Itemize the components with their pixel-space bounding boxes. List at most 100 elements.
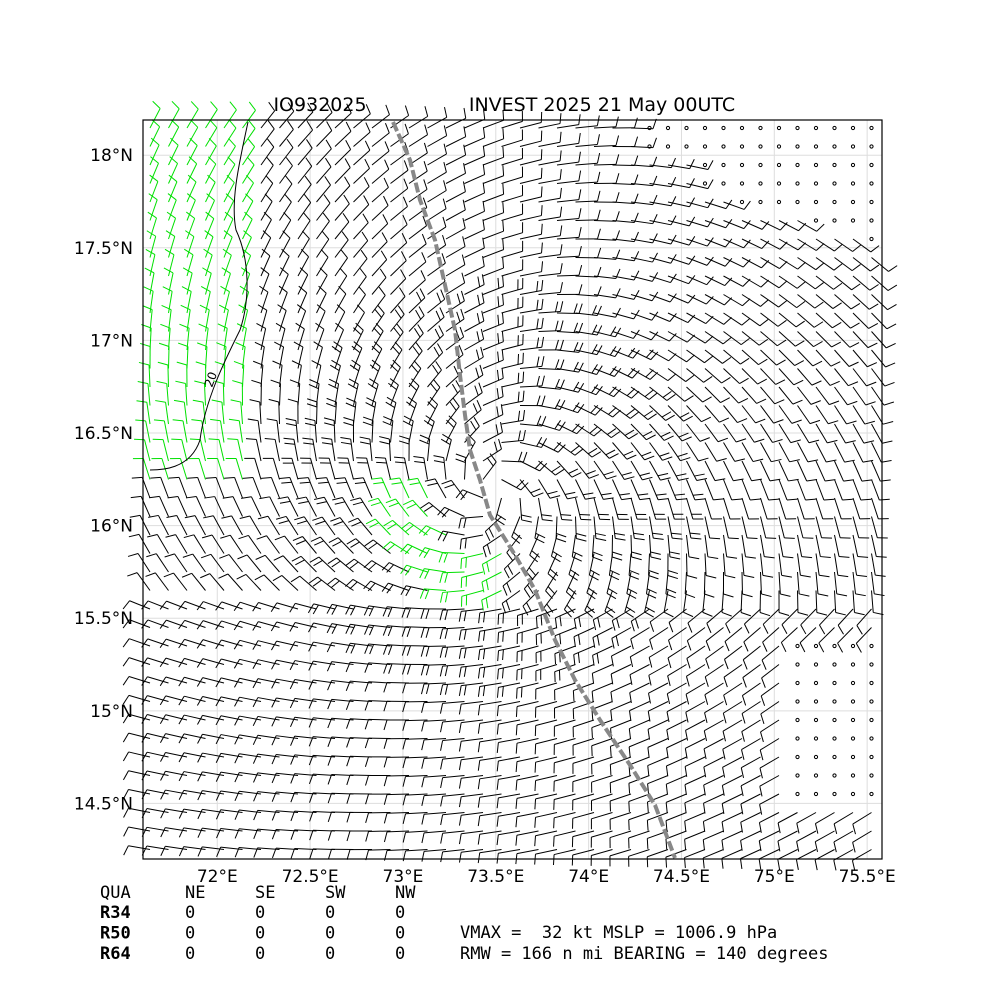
wind-barb [647, 756, 669, 766]
wind-barb [165, 714, 188, 721]
wind-barb-flag [153, 419, 165, 422]
wind-barb-flag [421, 739, 425, 751]
wind-barb [778, 257, 798, 270]
wind-barb [815, 294, 834, 309]
wind-barb [395, 498, 410, 517]
wind-barb-flag [145, 248, 156, 255]
wind-barb [479, 793, 502, 798]
wind-barb [423, 645, 447, 648]
wind-barb [186, 108, 199, 129]
wind-barb [291, 458, 299, 480]
wind-barb-flag [759, 786, 763, 797]
wind-barb-flag [589, 426, 599, 434]
wind-barb-flag [215, 809, 222, 820]
wind-barb [852, 590, 855, 613]
wind-barb [246, 554, 262, 573]
wind-barb [371, 330, 384, 351]
wind-barb-flag [684, 766, 688, 777]
wind-barb-flag [687, 294, 696, 304]
wind-barb-flag [362, 416, 374, 421]
wind-barb [554, 701, 576, 709]
wind-barb-flag [788, 478, 799, 482]
wind-barb-flag [253, 810, 259, 821]
wind-barb-flag [186, 211, 195, 219]
wind-barb [781, 608, 798, 625]
wind-barb [155, 553, 169, 573]
wind-barb [128, 713, 151, 721]
wind-barb-flag [352, 501, 364, 506]
wind-barb [279, 237, 291, 258]
calm-marker [795, 181, 800, 186]
wind-barb-flag [812, 360, 823, 367]
wind-barb-flag [634, 155, 639, 166]
wind-barb-flag [690, 537, 702, 540]
wind-barb-flag [482, 164, 486, 175]
wind-barb-flag [383, 644, 388, 655]
wind-barb-flag [685, 593, 696, 599]
wind-barb [703, 756, 724, 768]
wind-barb [316, 365, 322, 388]
wind-barb-flag [578, 132, 581, 144]
wind-barb [834, 497, 842, 520]
wind-barb [482, 212, 504, 221]
wind-barb-flag [350, 605, 356, 616]
calm-marker [832, 125, 837, 131]
wind-barb [796, 849, 817, 861]
wind-barb-flag [347, 383, 358, 390]
wind-barb-flag [325, 157, 332, 168]
calm-marker [776, 199, 782, 205]
wind-barb [202, 696, 225, 702]
wind-barb [461, 775, 484, 779]
wind-barb [649, 294, 671, 303]
wind-barb-flag [304, 175, 312, 185]
wind-barb-flag [794, 360, 805, 366]
wind-barb-flag [388, 663, 393, 674]
wind-barb [386, 663, 410, 665]
wind-barb [591, 830, 613, 838]
wind-barb-flag [191, 419, 202, 422]
wind-barb [630, 423, 647, 441]
wind-barb [684, 849, 706, 858]
y-tick-label: 15°N [90, 702, 133, 722]
wind-barb [427, 387, 441, 406]
wind-barb [501, 287, 523, 295]
wind-barb-flag [459, 538, 462, 550]
wind-barb-flag [758, 840, 762, 852]
wind-barb [464, 356, 484, 369]
calm-marker [684, 144, 689, 149]
wind-barb-flag [290, 575, 301, 583]
wind-barb-flag [478, 631, 481, 642]
wind-barb-flag [497, 296, 500, 307]
wind-barb-flag [324, 422, 335, 426]
wind-barb [205, 254, 213, 277]
wind-barb-flag [591, 324, 598, 335]
wind-barb [263, 574, 280, 591]
wind-barb-flag [670, 196, 677, 206]
wind-barb [741, 349, 759, 365]
wind-barb [667, 164, 690, 170]
wind-barb-flag [382, 625, 388, 636]
wind-barb [593, 275, 616, 280]
wind-barb-flag [215, 715, 222, 726]
wind-barb-flag [502, 257, 505, 269]
wind-barb [871, 497, 879, 520]
wind-barb-flag [307, 603, 315, 614]
wind-barb [371, 366, 381, 388]
wind-barb [573, 682, 595, 692]
wind-barb [759, 756, 780, 769]
wind-barb-flag [289, 698, 296, 709]
wind-barb-flag [233, 360, 244, 366]
wind-barb [649, 534, 652, 557]
wind-barb [353, 294, 366, 314]
wind-barb-flag [345, 402, 356, 408]
wind-barb-flag [271, 716, 277, 727]
wind-barb [294, 697, 317, 702]
wind-barb [647, 849, 669, 858]
wind-barb [337, 537, 354, 554]
wind-barb [741, 497, 750, 520]
wind-barb [479, 849, 502, 854]
wind-barb-flag [204, 496, 215, 499]
wind-barb-flag [497, 650, 500, 662]
wind-barb [390, 296, 406, 314]
wind-barb-flag [433, 460, 445, 464]
